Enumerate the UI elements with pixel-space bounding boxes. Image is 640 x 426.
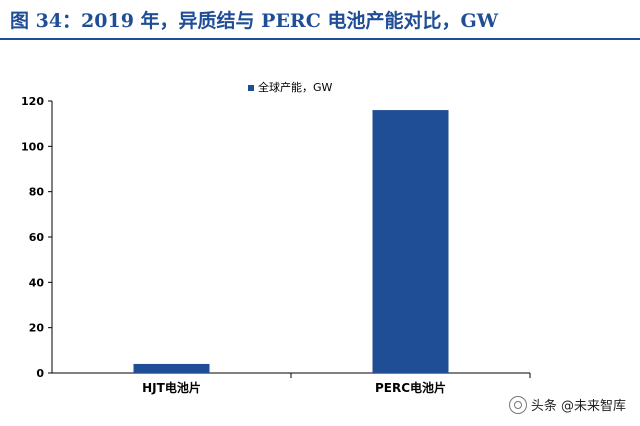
- legend-label: 全球产能，GW: [258, 80, 333, 94]
- bar-1: [133, 363, 210, 373]
- bar-2: [372, 110, 449, 374]
- watermark-logo-icon: [508, 395, 527, 414]
- y-tick-label: 100: [21, 140, 44, 153]
- title-bar: 图 34：2019 年，异质结与 PERC 电池产能对比，GW: [0, 0, 640, 40]
- legend-swatch: [248, 85, 254, 91]
- chart-title: 图 34：2019 年，异质结与 PERC 电池产能对比，GW: [10, 10, 499, 32]
- y-tick-label: 20: [29, 322, 45, 335]
- x-tick-label: PERC电池片: [375, 380, 446, 395]
- y-tick-label: 60: [29, 231, 45, 244]
- y-tick-label: 120: [21, 95, 44, 108]
- y-tick-label: 40: [29, 276, 45, 289]
- x-tick-label: HJT电池片: [142, 380, 201, 395]
- watermark-text: 头条 @未来智库: [530, 399, 626, 414]
- y-tick-label: 80: [29, 186, 45, 199]
- bar-chart: 0 20 40 60 80 100 120 HJT电池片 PERC电池片 全球产能，GW: [21, 80, 531, 395]
- watermark: 头条 @未来智库: [508, 395, 626, 414]
- y-tick-label: 0: [36, 367, 44, 380]
